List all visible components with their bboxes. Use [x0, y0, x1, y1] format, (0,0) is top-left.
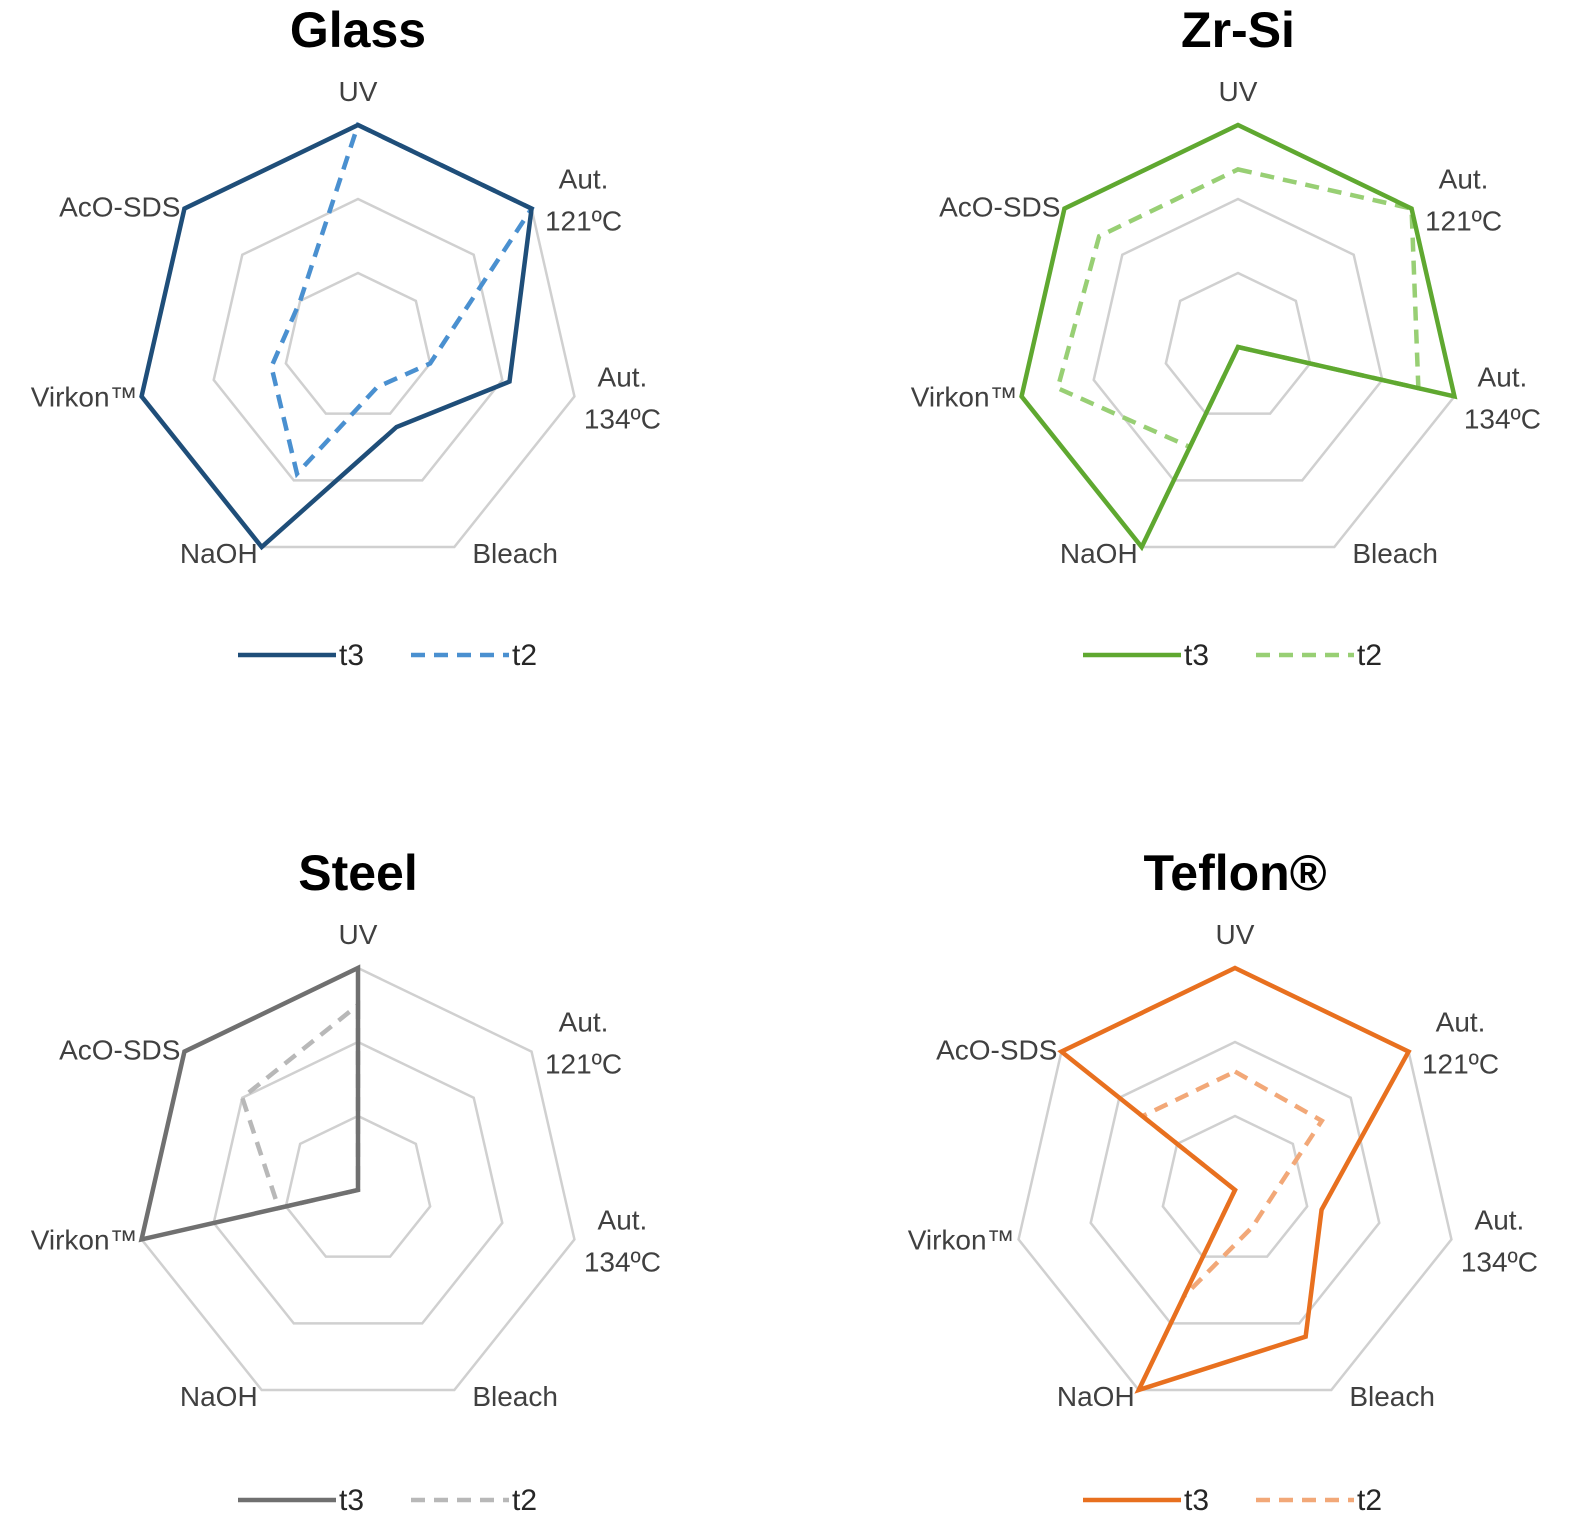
axis-label: Aut. 134ºC — [584, 361, 661, 434]
legend-label-t3: t3 — [339, 1484, 364, 1517]
grid-ring — [140, 123, 576, 549]
grid-ring — [1089, 1040, 1381, 1325]
radar-chart-1: Glass UV Aut. 121ºC Aut. 134ºC Bleach NaOH Virko… — [31, 2, 661, 672]
axis-label: Bleach — [1349, 1381, 1435, 1412]
radar-chart-2: Zr-Si UV Aut. 121ºC Aut. 134ºC Bleach NaOH Virko… — [911, 2, 1541, 672]
axis-label: UV — [1219, 76, 1258, 107]
legend: t3 t2 — [238, 639, 537, 672]
axis-label: Aut. 121ºC — [545, 1007, 622, 1080]
axis-label: NaOH — [1060, 538, 1138, 569]
axis-label: NaOH — [180, 1381, 258, 1412]
axis-label: Aut. 121ºC — [1422, 1007, 1499, 1080]
series-t2 — [239, 1000, 361, 1211]
legend: t3 t2 — [238, 1484, 537, 1517]
legend-label-t2: t2 — [512, 639, 537, 672]
axis-label: NaOH — [180, 538, 258, 569]
radar-chart-4: Teflon® UV Aut. 121ºC Aut. 134ºC Bleach NaOH Vir… — [908, 845, 1538, 1517]
grid-ring — [1017, 966, 1453, 1392]
axis-label: NaOH — [1057, 1381, 1135, 1412]
chart-title: Zr-Si — [1181, 2, 1295, 58]
axis-label: Aut. 134ºC — [1461, 1204, 1538, 1277]
axis-label: Bleach — [1352, 538, 1438, 569]
axis-label: Virkon™ — [31, 1224, 138, 1255]
axis-label: UV — [339, 919, 378, 950]
series-t3 — [1057, 965, 1412, 1394]
axis-label: AcO-SDS — [939, 192, 1060, 223]
axis-label: Virkon™ — [31, 381, 138, 412]
radar-chart-3: Steel UV Aut. 121ºC Aut. 134ºC Bleach NaOH Virko… — [31, 845, 661, 1517]
axis-label: UV — [339, 76, 378, 107]
series-t3 — [138, 964, 361, 1243]
legend: t3 t2 — [1083, 639, 1382, 672]
axis-label: Virkon™ — [911, 381, 1018, 412]
legend: t3 t2 — [1083, 1484, 1382, 1517]
grid-ring — [284, 1114, 432, 1258]
axis-label: Aut. 134ºC — [584, 1204, 661, 1277]
chart-title: Glass — [290, 2, 426, 58]
grid-ring — [1020, 123, 1456, 549]
legend-label-t3: t3 — [339, 639, 364, 672]
legend-label-t2: t2 — [512, 1484, 537, 1517]
grid-ring — [1161, 1114, 1309, 1258]
grid-ring — [212, 197, 504, 482]
axis-label: AcO-SDS — [59, 1035, 180, 1066]
chart-title: Teflon® — [1143, 845, 1326, 901]
grid-ring — [1092, 197, 1384, 482]
series-t2 — [1054, 167, 1421, 450]
axis-label: Aut. 121ºC — [545, 164, 622, 237]
grid-ring — [284, 271, 432, 415]
legend-label-t3: t3 — [1184, 639, 1209, 672]
axis-label: UV — [1216, 919, 1255, 950]
axis-label: Bleach — [472, 538, 558, 569]
series-t2 — [1138, 1069, 1325, 1299]
axis-label: Aut. 121ºC — [1425, 164, 1502, 237]
series-t3 — [1019, 122, 1458, 552]
axis-label: Bleach — [472, 1381, 558, 1412]
legend-label-t2: t2 — [1357, 1484, 1382, 1517]
legend-label-t2: t2 — [1357, 639, 1382, 672]
grid-ring — [212, 1040, 504, 1325]
axis-label: AcO-SDS — [59, 192, 180, 223]
axis-label: AcO-SDS — [936, 1035, 1057, 1066]
grid-ring — [1164, 271, 1312, 415]
series-t2 — [269, 121, 535, 479]
series-t3 — [139, 122, 535, 551]
legend-label-t3: t3 — [1184, 1484, 1209, 1517]
axis-label: Aut. 134ºC — [1464, 361, 1541, 434]
chart-title: Steel — [298, 845, 418, 901]
axis-label: Virkon™ — [908, 1224, 1015, 1255]
